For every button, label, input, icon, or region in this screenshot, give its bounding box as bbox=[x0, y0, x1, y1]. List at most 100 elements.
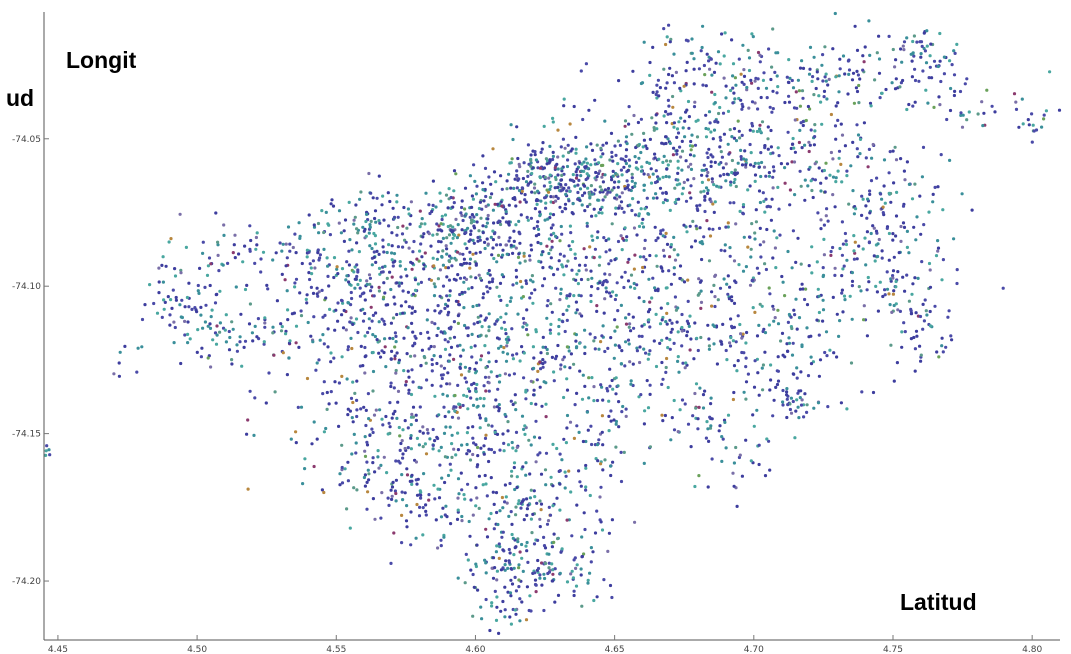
scatter-point bbox=[791, 142, 795, 146]
scatter-point bbox=[584, 463, 588, 468]
scatter-point bbox=[960, 125, 965, 129]
scatter-point bbox=[843, 72, 847, 76]
scatter-point bbox=[616, 139, 621, 143]
scatter-point bbox=[477, 474, 481, 478]
scatter-point bbox=[462, 493, 466, 497]
scatter-point bbox=[885, 226, 889, 230]
scatter-point bbox=[299, 405, 304, 409]
scatter-point bbox=[909, 309, 913, 313]
scatter-point bbox=[554, 234, 558, 238]
scatter-point bbox=[369, 191, 373, 195]
scatter-point bbox=[763, 474, 768, 478]
scatter-point bbox=[641, 265, 645, 270]
scatter-point bbox=[783, 166, 787, 170]
scatter-point bbox=[409, 200, 413, 204]
scatter-point bbox=[967, 110, 971, 114]
scatter-point bbox=[718, 62, 722, 66]
scatter-point bbox=[894, 234, 898, 238]
scatter-point bbox=[605, 290, 609, 294]
scatter-point bbox=[705, 174, 709, 178]
scatter-point bbox=[762, 165, 767, 169]
scatter-point bbox=[386, 432, 390, 436]
scatter-point bbox=[624, 148, 629, 152]
scatter-point bbox=[499, 298, 503, 302]
scatter-point bbox=[754, 208, 758, 212]
scatter-point bbox=[708, 67, 712, 71]
scatter-point bbox=[1030, 112, 1034, 116]
scatter-point bbox=[340, 313, 344, 317]
scatter-point bbox=[449, 241, 453, 245]
scatter-point bbox=[686, 165, 691, 169]
scatter-point bbox=[427, 336, 431, 340]
scatter-point bbox=[318, 253, 322, 257]
scatter-point bbox=[593, 158, 597, 162]
scatter-point bbox=[442, 366, 447, 370]
scatter-point bbox=[629, 379, 633, 383]
scatter-point bbox=[472, 241, 476, 245]
scatter-point bbox=[734, 139, 739, 143]
scatter-point bbox=[309, 334, 313, 338]
scatter-point bbox=[745, 330, 749, 335]
scatter-point bbox=[955, 268, 959, 272]
scatter-point bbox=[412, 239, 416, 244]
scatter-point bbox=[433, 285, 437, 289]
scatter-point bbox=[440, 376, 444, 381]
scatter-point bbox=[570, 534, 574, 538]
scatter-point bbox=[669, 37, 673, 42]
scatter-point bbox=[717, 111, 721, 116]
scatter-point bbox=[760, 120, 765, 124]
scatter-point bbox=[538, 166, 543, 170]
scatter-point bbox=[474, 486, 478, 490]
scatter-point bbox=[160, 263, 164, 267]
scatter-point bbox=[564, 474, 568, 478]
scatter-point bbox=[487, 329, 491, 333]
scatter-point bbox=[528, 594, 532, 598]
scatter-point bbox=[891, 292, 896, 296]
scatter-point bbox=[708, 426, 713, 430]
scatter-point bbox=[733, 76, 738, 80]
scatter-point bbox=[606, 346, 610, 350]
scatter-point bbox=[342, 229, 346, 233]
scatter-point bbox=[532, 226, 536, 230]
scatter-point bbox=[574, 339, 578, 343]
scatter-point bbox=[562, 254, 566, 258]
scatter-point bbox=[697, 67, 702, 71]
scatter-point bbox=[713, 120, 717, 124]
scatter-point bbox=[359, 344, 363, 348]
scatter-point bbox=[487, 312, 491, 316]
scatter-point bbox=[696, 293, 700, 297]
scatter-point bbox=[859, 289, 863, 293]
scatter-point bbox=[798, 169, 802, 173]
scatter-point bbox=[143, 303, 147, 307]
scatter-point bbox=[223, 328, 227, 332]
scatter-point bbox=[905, 245, 910, 249]
scatter-point bbox=[376, 449, 380, 453]
scatter-point bbox=[271, 325, 275, 329]
scatter-point bbox=[483, 344, 487, 348]
scatter-point bbox=[689, 167, 694, 171]
scatter-point bbox=[563, 146, 567, 150]
scatter-point bbox=[355, 488, 359, 492]
scatter-point bbox=[759, 174, 763, 179]
scatter-point bbox=[468, 534, 472, 538]
scatter-point bbox=[482, 452, 486, 456]
scatter-point bbox=[921, 69, 925, 73]
scatter-point bbox=[746, 48, 750, 53]
scatter-point bbox=[686, 99, 691, 104]
scatter-point bbox=[875, 290, 880, 294]
scatter-point bbox=[458, 276, 463, 280]
scatter-point bbox=[204, 303, 208, 307]
scatter-point bbox=[460, 514, 464, 519]
scatter-point bbox=[642, 246, 647, 251]
scatter-point bbox=[263, 316, 267, 320]
scatter-point bbox=[905, 273, 909, 277]
scatter-point bbox=[512, 566, 516, 570]
scatter-point bbox=[730, 38, 734, 42]
scatter-point bbox=[396, 215, 400, 219]
scatter-point bbox=[464, 261, 469, 265]
scatter-point bbox=[672, 235, 676, 239]
scatter-point bbox=[751, 413, 755, 417]
scatter-point bbox=[739, 155, 743, 159]
scatter-point bbox=[588, 332, 592, 336]
scatter-point bbox=[384, 414, 388, 419]
